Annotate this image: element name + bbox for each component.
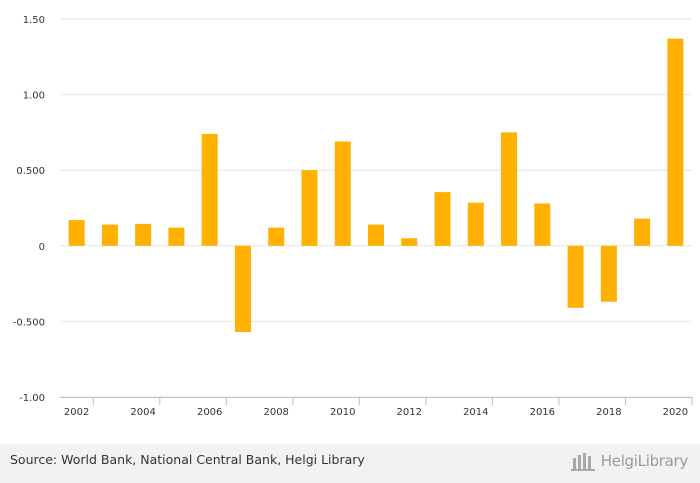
bars: [68, 38, 684, 332]
y-tick-label: -1.00: [19, 393, 45, 404]
x-tick-label: 2004: [130, 407, 155, 418]
bar-2002: [68, 220, 85, 246]
y-axis-labels: -1.00 -0.500 0 0.500 1.00 1.50: [13, 15, 45, 404]
y-tick-label: 1.50: [23, 15, 45, 26]
logo-text: HelgiLibrary: [600, 452, 689, 470]
x-axis-labels: 2002 2004 2006 2008 2010 2012 2014 2016 2018 2020: [64, 407, 688, 418]
x-tick-label: 2014: [463, 407, 488, 418]
bar-2020: [667, 38, 684, 246]
bar-2010: [334, 141, 351, 246]
bar-2003: [101, 224, 118, 246]
x-tick-label: 2020: [663, 407, 688, 418]
y-tick-label: 0.500: [16, 166, 45, 177]
y-tick-label: -0.500: [13, 317, 45, 328]
bar-2014: [467, 202, 484, 246]
bar-2011: [368, 224, 384, 246]
y-tick-label: 1.00: [23, 91, 45, 102]
helgi-library-logo: HelgiLibrary: [570, 449, 689, 473]
bar-2008: [268, 227, 285, 246]
x-tick-label: 2018: [596, 407, 621, 418]
bar-2012: [401, 238, 418, 246]
bar-2016: [534, 203, 551, 246]
source-text: Source: World Bank, National Central Ban…: [10, 452, 365, 467]
bar-2009: [301, 170, 318, 246]
grid-lines: [60, 18, 692, 398]
bar-2017: [567, 245, 584, 308]
bar-2019: [634, 218, 651, 246]
y-tick-label: 0: [39, 242, 45, 253]
bar-2004: [135, 223, 152, 246]
bar-2006: [201, 133, 218, 246]
library-building-icon: [570, 453, 595, 471]
x-tick-label: 2012: [397, 407, 422, 418]
bar-2013: [434, 192, 451, 246]
x-tick-label: 2010: [330, 407, 355, 418]
footer: Source: World Bank, National Central Ban…: [0, 444, 700, 483]
x-axis: [60, 397, 693, 405]
bar-2007: [234, 245, 251, 332]
bar-2005: [168, 227, 185, 246]
bar-2015: [501, 132, 518, 246]
bar-2018: [600, 245, 617, 302]
x-tick-label: 2002: [64, 407, 89, 418]
x-tick-label: 2008: [263, 407, 288, 418]
x-tick-label: 2006: [197, 407, 222, 418]
x-tick-label: 2016: [530, 407, 555, 418]
